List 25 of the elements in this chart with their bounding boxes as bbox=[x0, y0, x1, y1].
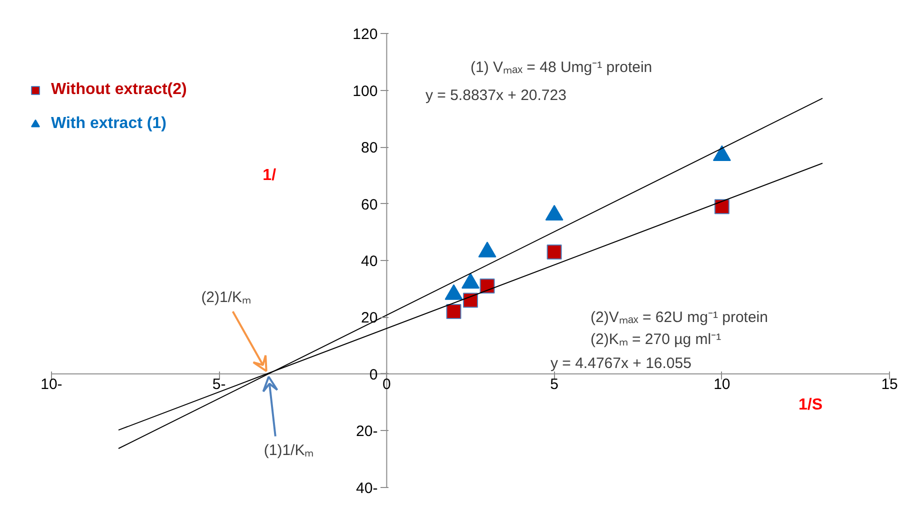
y-tick-label: 20- bbox=[356, 423, 378, 440]
annotation: y = 4.4767x + 16.055 bbox=[550, 355, 692, 372]
x-tick-label: 0 bbox=[382, 376, 391, 393]
y-axis-title: 1/ bbox=[262, 166, 277, 184]
annotation: (1)1/Kₘ bbox=[264, 442, 314, 459]
y-tick-label: 80 bbox=[361, 140, 378, 157]
y-tick-label: 40- bbox=[356, 480, 378, 497]
y-tick-label: 100 bbox=[352, 82, 378, 100]
annotation: y = 5.8837x + 20.723 bbox=[426, 87, 566, 104]
x-axis-title: 1/S bbox=[798, 396, 823, 414]
y-tick-label: 20 bbox=[361, 310, 378, 327]
x-tick-label: 10 bbox=[714, 376, 730, 393]
annotation: (2)Vₘₐₓ = 62U mg⁻¹ protein bbox=[590, 309, 768, 326]
y-tick-label: 40 bbox=[361, 253, 378, 270]
x-tick-label: 5- bbox=[212, 376, 226, 393]
annotation: (1) Vₘₐₓ = 48 Umg⁻¹ protein bbox=[470, 59, 652, 76]
y-tick-label: 60 bbox=[361, 196, 378, 214]
x-tick-label: 10- bbox=[40, 376, 62, 393]
annotation: (2)1/Kₘ bbox=[201, 288, 252, 306]
y-tick-label: 120 bbox=[352, 26, 378, 44]
annotation: (2)Kₘ = 270 µg ml⁻¹ bbox=[590, 331, 722, 348]
x-tick-label: 15 bbox=[881, 376, 898, 393]
legend-label: Without extract(2) bbox=[51, 81, 187, 99]
legend-label: With extract (1) bbox=[51, 115, 166, 133]
x-tick-label: 5 bbox=[550, 376, 558, 393]
